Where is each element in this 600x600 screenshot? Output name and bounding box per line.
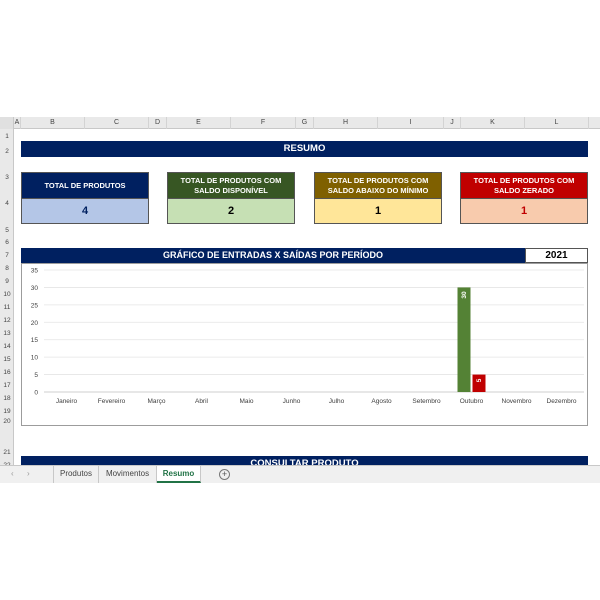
- x-tick-label: Fevereiro: [98, 398, 126, 405]
- column-header-g[interactable]: G: [296, 117, 314, 129]
- chart-title: GRÁFICO DE ENTRADAS X SAÍDAS POR PERÍODO: [21, 248, 525, 263]
- x-tick-label: Janeiro: [56, 398, 78, 405]
- x-tick-label: Junho: [283, 398, 301, 405]
- column-header-k[interactable]: K: [461, 117, 525, 129]
- y-tick-label: 10: [31, 355, 39, 362]
- card-title-saldo-zerado: TOTAL DE PRODUTOS COM SALDO ZERADO: [460, 172, 588, 199]
- sheet-grid[interactable]: RESUMO TOTAL DE PRODUTOS 4 TOTAL DE PROD…: [14, 129, 600, 472]
- prev-sheet-icon[interactable]: ‹: [11, 469, 14, 478]
- row-header[interactable]: 1: [5, 133, 9, 140]
- column-header-b[interactable]: B: [21, 117, 85, 129]
- bar-chart-svg: 0 5 10 15 20 25 30 35 Janeiro Fevereiro Março Abril…: [31, 268, 584, 405]
- tab-resumo[interactable]: Resumo: [157, 466, 201, 483]
- x-tick-label: Agosto: [371, 398, 392, 405]
- x-tick-label: Outubro: [460, 398, 484, 405]
- x-tick-label: Julho: [329, 398, 345, 405]
- row-header-bar: 1 2 3 4 5 6 7 8 9 10 11 12 13 14 15 16 1…: [0, 129, 14, 469]
- row-header[interactable]: 4: [5, 200, 9, 207]
- row-header[interactable]: 10: [3, 291, 11, 298]
- row-header[interactable]: 20: [3, 418, 11, 425]
- column-header-i[interactable]: I: [378, 117, 444, 129]
- row-header[interactable]: 9: [5, 278, 9, 285]
- chart-year-cell[interactable]: 2021: [525, 248, 588, 263]
- spreadsheet: A B C D E F G H I J K L 1 2 3 4 5 6 7 8 …: [0, 117, 600, 483]
- column-header-l[interactable]: L: [525, 117, 589, 129]
- next-sheet-icon[interactable]: ›: [27, 469, 30, 478]
- column-header-e[interactable]: E: [167, 117, 231, 129]
- card-value-total-produtos[interactable]: 4: [21, 199, 149, 224]
- x-tick-label: Março: [147, 398, 165, 405]
- bar: [472, 374, 486, 392]
- y-tick-label: 20: [31, 320, 39, 327]
- add-sheet-icon[interactable]: +: [219, 469, 230, 480]
- row-header[interactable]: 11: [3, 304, 11, 311]
- column-header-d[interactable]: D: [149, 117, 167, 129]
- y-tick-label: 15: [31, 337, 39, 344]
- select-all-corner[interactable]: [0, 117, 14, 129]
- tab-movimentos[interactable]: Movimentos: [99, 466, 157, 483]
- row-header[interactable]: 8: [5, 265, 9, 272]
- column-header-f[interactable]: F: [231, 117, 296, 129]
- row-header[interactable]: 21: [3, 449, 11, 456]
- sheet-tab-bar: ‹ › Produtos Movimentos Resumo +: [0, 465, 600, 483]
- row-header[interactable]: 19: [3, 408, 11, 415]
- y-tick-label: 0: [34, 390, 38, 397]
- column-header-a[interactable]: A: [14, 117, 21, 129]
- y-tick-label: 5: [34, 372, 38, 379]
- x-tick-label: Setembro: [412, 398, 441, 405]
- row-header[interactable]: 5: [5, 227, 9, 234]
- x-tick-label: Maio: [239, 398, 253, 405]
- y-tick-label: 35: [31, 268, 39, 275]
- row-header[interactable]: 14: [3, 343, 11, 350]
- column-header-j[interactable]: J: [444, 117, 461, 129]
- row-header[interactable]: 12: [3, 317, 11, 324]
- row-header[interactable]: 16: [3, 369, 11, 376]
- row-header[interactable]: 17: [3, 382, 11, 389]
- card-title-saldo-abaixo-minimo: TOTAL DE PRODUTOS COM SALDO ABAIXO DO MÍ…: [314, 172, 442, 199]
- row-header[interactable]: 18: [3, 395, 11, 402]
- x-tick-label: Dezembro: [547, 398, 577, 405]
- card-value-saldo-abaixo-minimo[interactable]: 1: [314, 199, 442, 224]
- row-header[interactable]: 15: [3, 356, 11, 363]
- data-label: 30: [461, 291, 468, 299]
- y-tick-label: 25: [31, 302, 39, 309]
- column-header-h[interactable]: H: [314, 117, 378, 129]
- tab-produtos[interactable]: Produtos: [53, 466, 99, 483]
- row-header[interactable]: 7: [5, 252, 9, 259]
- card-value-saldo-disponivel[interactable]: 2: [167, 199, 295, 224]
- column-header-c[interactable]: C: [85, 117, 149, 129]
- card-title-total-produtos: TOTAL DE PRODUTOS: [21, 172, 149, 199]
- data-label: 5: [476, 378, 483, 382]
- x-tick-label: Novembro: [502, 398, 532, 405]
- column-header-bar: A B C D E F G H I J K L: [0, 117, 600, 129]
- row-header[interactable]: 2: [5, 148, 9, 155]
- card-title-saldo-disponivel: TOTAL DE PRODUTOS COM SALDO DISPONÍVEL: [167, 172, 295, 199]
- x-tick-label: Abril: [195, 398, 209, 405]
- card-value-saldo-zerado[interactable]: 1: [460, 199, 588, 224]
- y-tick-label: 30: [31, 285, 39, 292]
- row-header[interactable]: 6: [5, 239, 9, 246]
- row-header[interactable]: 13: [3, 330, 11, 337]
- bar: [457, 287, 471, 392]
- bar-chart[interactable]: 0 5 10 15 20 25 30 35 Janeiro Fevereiro Março Abril…: [21, 263, 588, 426]
- row-header[interactable]: 3: [5, 174, 9, 181]
- resumo-title: RESUMO: [21, 141, 588, 157]
